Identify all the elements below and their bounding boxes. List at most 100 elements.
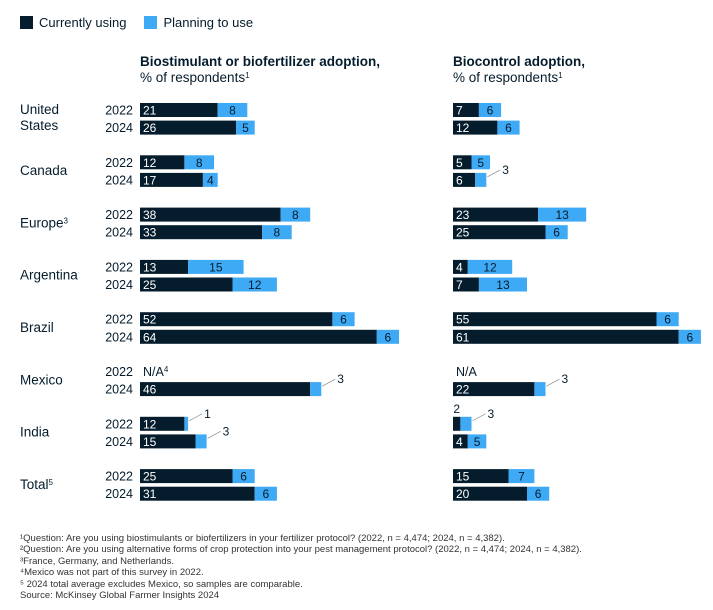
value-label-current: 52 [143,313,157,327]
bar-current [140,120,237,135]
value-label-planning: 3 [223,424,230,438]
na-label: N/A [456,365,478,379]
value-label-planning: 5 [477,156,484,170]
panel-title: Biocontrol adoption, [453,54,585,69]
bar-planning [471,155,490,170]
bar-planning [475,172,487,187]
bar-planning [184,416,189,431]
value-label-planning: 8 [274,226,281,240]
year-label: 2022 [105,260,133,274]
year-label: 2022 [105,365,133,379]
footnote-source: Source: McKinsey Global Farmer Insights … [20,590,220,602]
year-label: 2024 [105,435,133,449]
value-label-planning: 6 [487,104,494,118]
bar-planning [188,259,244,274]
bar-current [453,103,479,117]
value-label-planning: 6 [535,487,542,501]
value-label-planning: 8 [196,156,203,170]
bar-planning [545,225,568,240]
footnotes: ¹Question: Are you using biostimulants o… [20,533,582,601]
bar-planning [478,277,527,292]
bar-planning [254,486,277,501]
callout-line [207,431,221,439]
legend-label-planning: Planning to use [163,15,254,30]
bar-current [453,225,546,240]
bar-current [453,259,468,274]
bar-current [453,434,468,449]
category-label: Total5 [20,477,54,492]
value-label-current: 12 [143,156,157,170]
value-label-planning: 5 [242,121,249,135]
bar-current [140,329,377,344]
legend-item-current: Currently using [20,15,126,30]
category-label: Europe3 [20,215,69,230]
value-label-current: 17 [143,173,157,187]
value-label-planning: 8 [292,208,299,222]
value-label-planning: 3 [562,372,569,386]
bar-planning [656,312,679,327]
bar-current [140,277,233,292]
year-label: 2024 [105,383,133,397]
value-label-current: 21 [143,104,157,118]
category-label: Canada [20,163,68,178]
value-label-current: 33 [143,226,157,240]
value-label-current: 6 [456,173,463,187]
value-label-planning: 1 [204,407,211,421]
category-label: United [20,102,59,117]
value-label-planning: 3 [337,372,344,386]
bar-current [453,416,461,431]
legend-item-planning: Planning to use [144,15,253,30]
value-label-planning: 6 [385,330,392,344]
value-label-current: 15 [143,435,157,449]
value-label-current: 4 [456,435,463,449]
category-label: Brazil [20,320,54,335]
legend-label-current: Currently using [39,15,127,30]
panel-subtitle: % of respondents1 [140,70,250,85]
value-label-planning: 7 [518,470,525,484]
bar-current [140,416,185,431]
value-label-current: 38 [143,208,157,222]
year-label: 2024 [105,487,133,501]
bar-planning [332,312,355,327]
year-label: 2022 [105,470,133,484]
bar-current [140,434,196,449]
callout-line [472,413,486,422]
bar-planning [217,103,248,117]
value-label-current: 22 [456,383,470,397]
bar-planning [497,120,520,135]
value-label-planning: 6 [240,470,247,484]
value-label-planning: 12 [483,260,497,274]
bar-current [140,469,233,484]
value-label-planning: 13 [555,208,569,222]
bar-current [140,225,263,240]
year-label: 2022 [105,208,133,222]
footnote-2: ²Question: Are you using alternative for… [20,544,582,556]
bar-current [453,382,535,397]
bar-current [453,120,498,135]
category-label: Argentina [20,268,78,283]
footnote-4: ⁴Mexico was not part of this survey in 2… [20,567,204,579]
value-label-planning: 6 [505,121,512,135]
bar-current [453,277,479,292]
bar-planning [527,486,550,501]
bar-planning [184,155,214,170]
value-label-current: 15 [456,470,470,484]
year-label: 2024 [105,330,133,344]
bar-current [140,259,189,274]
bar-planning [232,277,277,292]
bar-planning [376,329,399,344]
bar-planning [280,207,311,222]
bar-current [453,207,539,222]
callout-line [322,378,336,387]
year-label: 2022 [105,417,133,431]
value-label-current: 13 [143,260,157,274]
year-label: 2022 [105,156,133,170]
value-label-current: 25 [456,226,470,240]
bar-current [453,155,472,170]
bar-planning [232,469,255,484]
bar-planning [508,469,535,484]
bar-planning [236,120,255,135]
callout-line [188,413,203,422]
year-label: 2024 [105,121,133,135]
category-label: Mexico [20,372,63,387]
